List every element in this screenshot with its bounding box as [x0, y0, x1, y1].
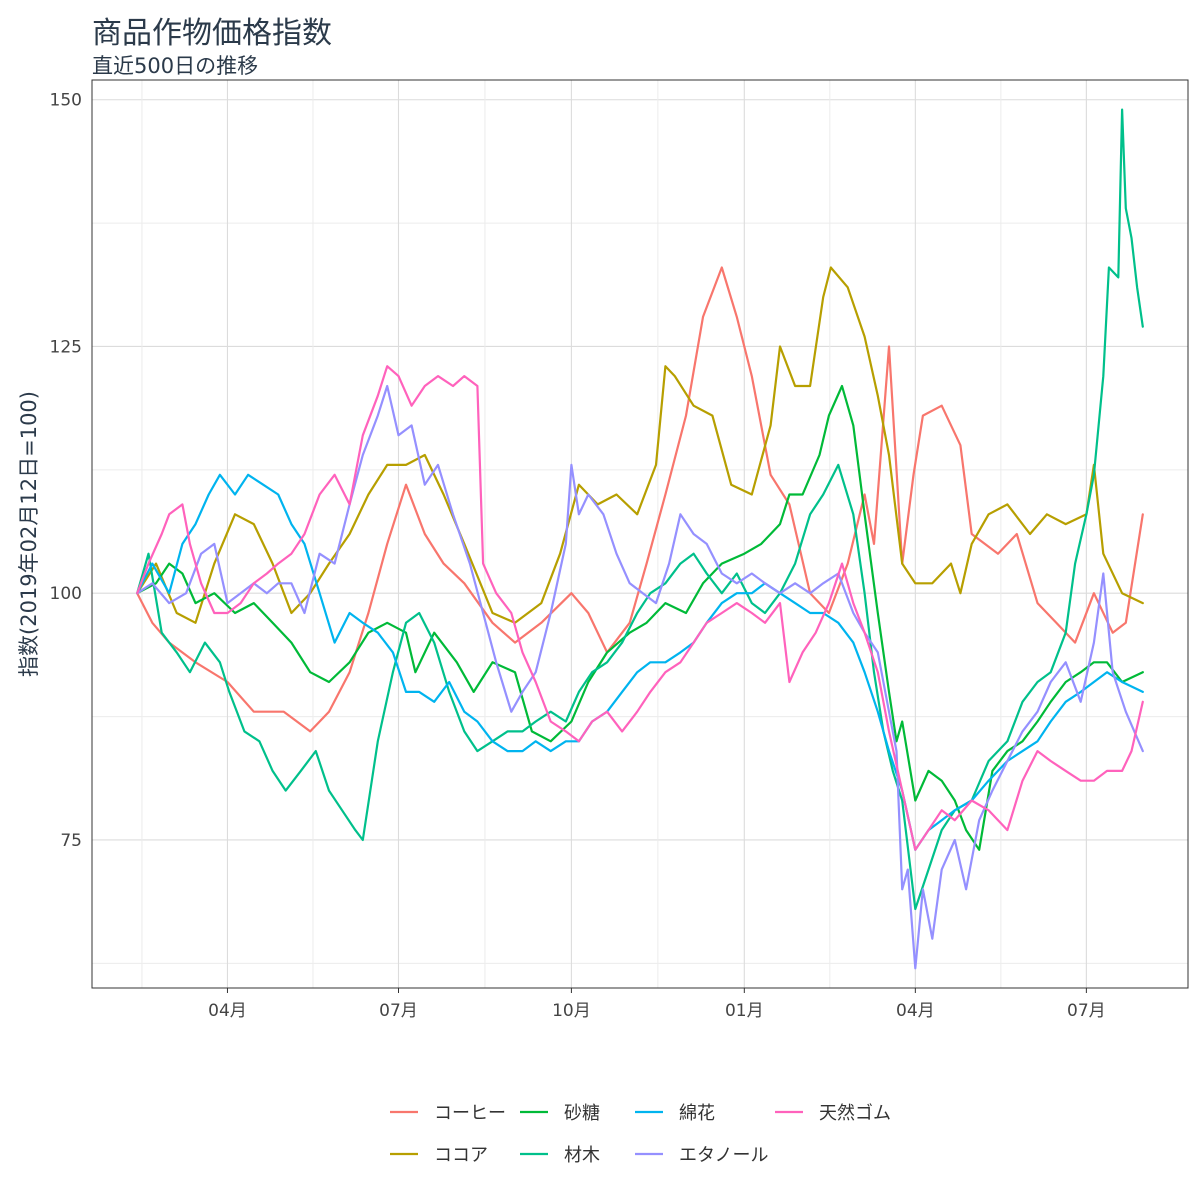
series-layer — [136, 108, 1144, 970]
x-axis: 04月 07月 10月 01月 04月 07月 — [208, 988, 1106, 1021]
legend-label: 材木 — [564, 1145, 600, 1166]
x-tick-label: 10月 — [552, 1001, 591, 1021]
legend-label: 天然ゴム — [819, 1103, 891, 1124]
y-tick-label: 150 — [50, 91, 82, 111]
y-tick-label: 75 — [60, 831, 82, 851]
x-tick-label: 01月 — [725, 1001, 764, 1021]
series-line-ココア — [136, 266, 1144, 624]
series-line-綿花 — [136, 473, 1144, 851]
series-line-砂糖 — [136, 384, 1144, 851]
series-line-天然ゴム — [136, 365, 1144, 851]
chart-subtitle: 直近500日の推移 — [92, 54, 259, 78]
legend-label: エタノール — [679, 1145, 768, 1166]
x-tick-label: 07月 — [379, 1001, 418, 1021]
chart-title: 商品作物価格指数 — [92, 16, 332, 51]
grid — [92, 80, 1188, 988]
plot-panel — [91, 79, 1189, 989]
y-tick-label: 125 — [50, 337, 82, 357]
legend-label: 砂糖 — [564, 1103, 600, 1124]
y-tick-label: 100 — [50, 584, 82, 604]
series-line-コーヒー — [136, 266, 1144, 733]
y-axis-title: 指数(2019年02月12日=100) — [17, 391, 41, 677]
legend-label: 綿花 — [679, 1103, 715, 1124]
series-line-材木 — [136, 108, 1144, 911]
legend-label: ココア — [434, 1145, 488, 1166]
x-tick-label: 04月 — [896, 1001, 935, 1021]
y-axis: 75 100 125 150 — [50, 91, 82, 851]
legend-label: コーヒー — [434, 1103, 506, 1124]
series-line-エタノール — [136, 384, 1144, 970]
x-tick-label: 07月 — [1067, 1001, 1106, 1021]
x-tick-label: 04月 — [208, 1001, 247, 1021]
